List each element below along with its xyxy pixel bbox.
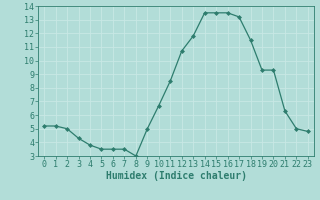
X-axis label: Humidex (Indice chaleur): Humidex (Indice chaleur): [106, 171, 246, 181]
